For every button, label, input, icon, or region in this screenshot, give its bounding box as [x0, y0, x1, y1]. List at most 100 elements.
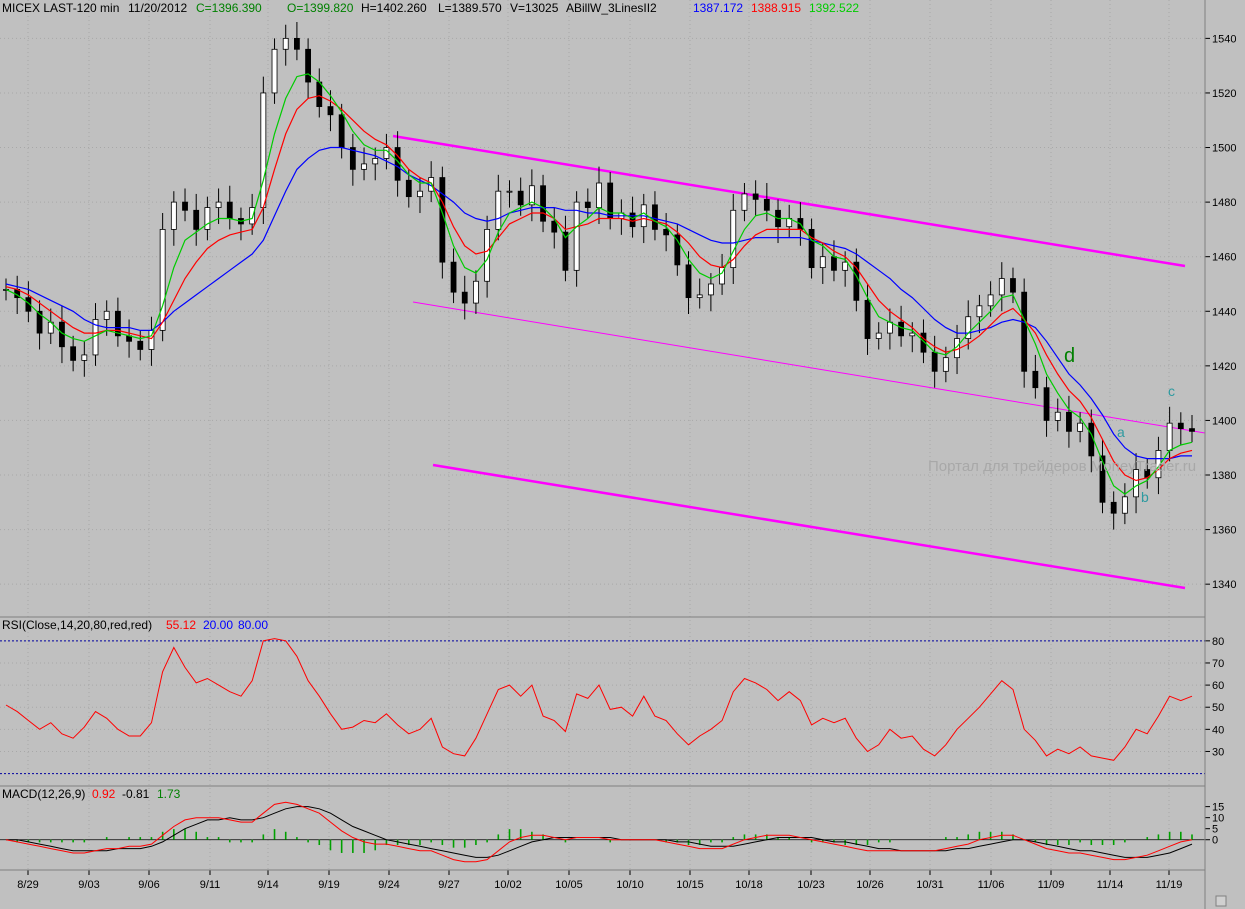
- macd-hist-value: 1.73: [157, 787, 181, 801]
- x-tick-label: 9/27: [438, 879, 459, 891]
- x-tick-label: 11/14: [1097, 879, 1124, 891]
- candle-body: [629, 212, 636, 228]
- candle-body: [763, 198, 770, 211]
- price-y-axis: 1540 1520 1500 1480 1460 1440 1420 1400 1380 1360…: [1205, 33, 1236, 591]
- x-tick-label: 11/09: [1038, 879, 1065, 891]
- candle-body: [249, 207, 256, 225]
- candle-body: [909, 332, 916, 337]
- candle-body: [170, 201, 177, 230]
- price-indicator-lines: [5, 73, 1193, 495]
- candle-body: [1099, 455, 1106, 503]
- macd-value: 0.92: [92, 787, 116, 801]
- candle-body: [137, 340, 144, 350]
- y-tick-label: 1440: [1212, 306, 1236, 318]
- x-tick-label: 10/10: [616, 879, 644, 891]
- candle-body: [596, 182, 602, 208]
- candle-body: [405, 179, 412, 198]
- x-tick-label: 11/19: [1156, 879, 1183, 891]
- channel-middle-line: [412, 301, 1206, 434]
- wave-label-d: d: [1064, 345, 1075, 367]
- x-tick-label: 10/18: [735, 879, 763, 891]
- candle-body: [551, 220, 558, 233]
- candle-body: [271, 48, 278, 94]
- candle-body: [652, 204, 658, 230]
- candle-body: [730, 209, 737, 269]
- candle-body: [473, 280, 479, 304]
- candle-body: [226, 201, 233, 219]
- rsi-value: 55.12: [166, 618, 196, 632]
- y-tick-label: 5: [1212, 824, 1218, 836]
- rsi-header: RSI(Close,14,20,80,red,red) 55.12 20.00 …: [2, 618, 268, 632]
- grid-lines: [0, 0, 1205, 870]
- candle-body: [148, 329, 155, 350]
- rsi-y-axis: 80 70 60 50 40 30: [1205, 636, 1224, 758]
- macd-line: [5, 801, 1193, 863]
- y-tick-label: 1520: [1212, 88, 1236, 100]
- price-header: MICEX LAST-120 min 11/20/2012 C=1396.390…: [2, 1, 859, 15]
- rsi-pane: [0, 638, 1205, 775]
- candle-body: [81, 354, 88, 361]
- rsi-series-line: [5, 638, 1193, 761]
- candle-body: [417, 190, 423, 198]
- rsi-title: RSI(Close,14,20,80,red,red): [2, 618, 152, 632]
- candle-body: [517, 190, 524, 206]
- candle-body: [528, 185, 535, 206]
- candle-body: [260, 92, 267, 208]
- x-tick-label: 10/15: [676, 879, 704, 891]
- candle-body: [327, 106, 334, 116]
- wave-label-a: a: [1117, 424, 1125, 440]
- x-tick-label: 10/05: [555, 879, 583, 891]
- candle-body: [70, 346, 77, 361]
- x-tick-label: 9/06: [138, 879, 159, 891]
- candle-body: [182, 201, 188, 211]
- candle-body: [506, 190, 513, 193]
- candle-body: [674, 234, 681, 266]
- x-tick-label: 9/19: [318, 879, 339, 891]
- candle-body: [495, 190, 502, 230]
- macd-header: MACD(12,26,9) 0.92 -0.81 1.73: [2, 787, 181, 801]
- y-tick-label: 1480: [1212, 197, 1236, 209]
- candle-body: [349, 147, 356, 170]
- y-tick-label: 1420: [1212, 361, 1236, 373]
- header-close: C=1396.390: [196, 1, 262, 15]
- header-symbol: MICEX LAST-120 min: [2, 1, 119, 15]
- trend-channels: [392, 134, 1206, 590]
- candle-body: [942, 357, 949, 372]
- rsi-high-level: 80.00: [238, 618, 268, 632]
- y-tick-label: 40: [1212, 724, 1224, 736]
- candle-body: [338, 114, 345, 148]
- y-tick-label: 10: [1212, 813, 1224, 825]
- candle-body: [484, 229, 491, 282]
- header-date: 11/20/2012: [128, 1, 187, 15]
- candle-body: [1189, 428, 1195, 432]
- candle-body: [114, 310, 121, 337]
- channel-upper-line: [392, 134, 1186, 268]
- candle-body: [584, 201, 591, 208]
- price-series-blue-line: [5, 146, 1192, 460]
- y-tick-label: 30: [1212, 746, 1224, 758]
- candle-body: [562, 231, 569, 271]
- candle-body: [103, 310, 110, 320]
- candle-body: [663, 229, 670, 236]
- x-tick-label: 10/31: [916, 879, 944, 891]
- header-indicator-green: 1392.522: [809, 1, 859, 15]
- candle-body: [450, 261, 457, 293]
- candle-body: [887, 321, 893, 334]
- candle-body: [1043, 387, 1050, 421]
- candle-body: [931, 351, 938, 372]
- candle-body: [1021, 291, 1028, 372]
- y-tick-label: 1360: [1212, 525, 1236, 537]
- candle-body: [998, 278, 1005, 296]
- channel-lower-line: [432, 463, 1186, 590]
- candle-body: [920, 332, 927, 353]
- candle-body: [193, 209, 200, 230]
- candle-body: [36, 310, 43, 334]
- candle-body: [831, 256, 837, 271]
- candle-body: [808, 229, 815, 269]
- candle-body: [361, 163, 367, 170]
- candle-body: [842, 261, 849, 271]
- candle-body: [898, 321, 904, 337]
